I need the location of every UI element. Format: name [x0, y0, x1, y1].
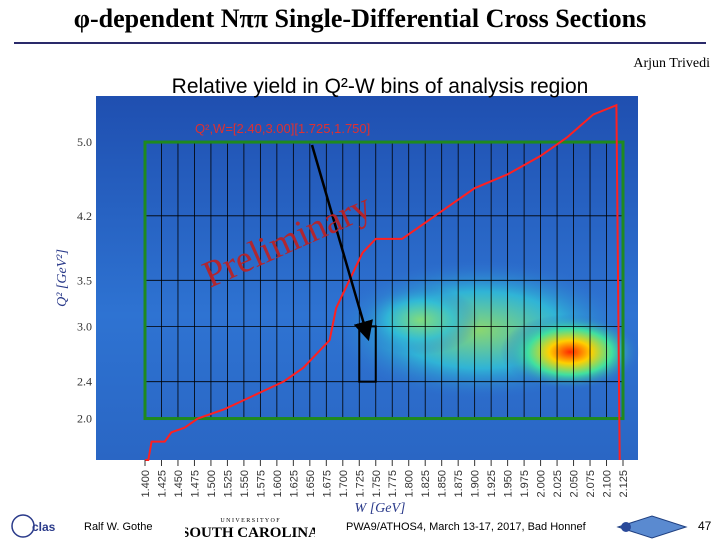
usc-logo: U N I V E R S I T Y O F SOUTH CAROLINA — [185, 518, 315, 540]
x-tick-label-20: 1.900 — [470, 470, 482, 498]
x-tick-label-1: 1.425 — [156, 470, 168, 498]
y-axis-ticks: 2.0 2.4 3.0 3.5 4.2 5.0 — [77, 135, 92, 425]
chart-title: Relative yield in Q²-W bins of analysis … — [172, 75, 589, 98]
high-yield-region — [330, 260, 640, 400]
x-tick-label-4: 1.500 — [206, 470, 218, 498]
x-axis-label: W [GeV] — [355, 501, 406, 516]
x-axis-ticks: 1.400 1.425 1.450 1.475 1.500 1.525 1.550 1.575… — [140, 460, 630, 498]
highlight-arrow — [310, 144, 373, 342]
x-tick-label-3: 1.475 — [189, 470, 201, 498]
analysis-region-box — [143, 140, 625, 421]
x-tick-label-10: 1.650 — [305, 470, 317, 498]
author-name: Arjun Trivedi — [633, 56, 710, 71]
x-tick-label-22: 1.950 — [503, 470, 515, 498]
x-tick-label-27: 2.075 — [585, 470, 597, 498]
x-tick-label-16: 1.800 — [404, 470, 416, 498]
footer-author: Ralf W. Gothe — [84, 521, 153, 533]
x-tick-label-8: 1.600 — [272, 470, 284, 498]
x-tick-label-19: 1.875 — [453, 470, 465, 498]
x-tick-label-24: 2.000 — [536, 470, 548, 498]
x-tick-label-0: 1.400 — [140, 470, 152, 498]
y-tick-label-5: 5.0 — [77, 135, 92, 149]
x-tick-label-29: 2.125 — [618, 470, 630, 498]
y-tick-label-0: 2.0 — [77, 412, 92, 426]
conference-logo — [616, 515, 688, 539]
slide-title: φ-dependent Nππ Single-Differential Cros… — [73, 4, 647, 33]
x-tick-label-23: 1.975 — [519, 470, 531, 498]
x-tick-label-9: 1.625 — [288, 470, 300, 498]
page-number: 47 — [698, 519, 712, 533]
y-tick-label-2: 3.0 — [77, 319, 92, 333]
x-tick-label-6: 1.550 — [239, 470, 251, 498]
svg-text:SOUTH CAROLINA: SOUTH CAROLINA — [185, 525, 315, 540]
x-tick-label-28: 2.100 — [602, 470, 614, 498]
clas-logo: clas — [11, 514, 56, 538]
x-tick-label-5: 1.525 — [222, 470, 234, 498]
bin-annotation: Q²,W=[2.40,3.00][1.725,1.750] — [195, 121, 370, 136]
x-tick-label-17: 1.825 — [420, 470, 432, 498]
y-tick-label-4: 4.2 — [77, 209, 92, 223]
x-tick-label-18: 1.850 — [437, 470, 449, 498]
x-tick-label-21: 1.925 — [486, 470, 498, 498]
svg-text:clas: clas — [32, 520, 56, 534]
y-tick-label-1: 2.4 — [77, 375, 92, 389]
x-tick-label-2: 1.450 — [173, 470, 185, 498]
x-tick-label-11: 1.675 — [321, 470, 333, 498]
svg-text:U N I V E R S I T Y O F: U N I V E R S I T Y O F — [220, 518, 280, 524]
x-tick-label-15: 1.775 — [387, 470, 399, 498]
x-tick-label-13: 1.725 — [354, 470, 366, 498]
y-axis-label: Q² [GeV²] — [55, 249, 70, 307]
x-tick-label-14: 1.750 — [371, 470, 383, 498]
x-tick-label-26: 2.050 — [569, 470, 581, 498]
x-tick-label-12: 1.700 — [338, 470, 350, 498]
title-divider — [14, 42, 706, 44]
plot-header-strip — [96, 70, 638, 96]
acceptance-boundary — [145, 103, 621, 461]
x-tick-label-7: 1.575 — [255, 470, 267, 498]
x-tick-label-25: 2.025 — [552, 470, 564, 498]
y-tick-label-3: 3.5 — [77, 273, 92, 287]
footer-conference: PWA9/ATHOS4, March 13-17, 2017, Bad Honn… — [346, 521, 586, 533]
